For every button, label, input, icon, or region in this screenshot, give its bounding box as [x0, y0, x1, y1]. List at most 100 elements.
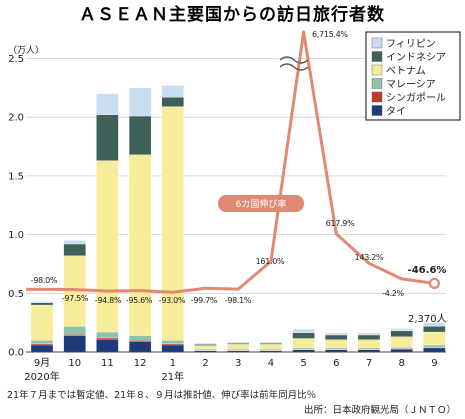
bar-segment [96, 331, 119, 339]
bar-segment [423, 331, 446, 346]
bar-segment [96, 337, 119, 340]
bar-segment [292, 347, 315, 350]
growth-callout-label: 6カ国伸び率 [236, 198, 287, 210]
y-tick-labels: 0.0 0.5 1.0 1.5 2.0 2.5 [8, 54, 24, 359]
growth-rate-label: -94.8% [95, 296, 122, 305]
x-tick-label: 11 [101, 358, 114, 369]
growth-rate-label: -4.2% [382, 289, 404, 298]
y-tick-label: 1.5 [8, 171, 24, 182]
bar-segment [161, 340, 184, 344]
bar-segment [63, 240, 86, 245]
bar-segment [30, 304, 54, 341]
growth-rate-label: -99.7% [191, 296, 218, 305]
growth-rate-label: -97.5% [62, 294, 89, 303]
y-tick-label: 0.5 [8, 289, 24, 300]
note-line-1: 21年７月までは暫定値、21年８、９月は推計値、伸び率は前年同月比％ [7, 389, 316, 401]
growth-rate-label: -95.6% [126, 296, 153, 305]
bar-segment [30, 343, 54, 346]
axis-break-icon [279, 56, 309, 71]
bar-segment [292, 332, 315, 339]
stacked-bars [30, 85, 446, 353]
legend-label: フィリピン [386, 38, 436, 50]
legend-label: マレーシア [386, 80, 436, 91]
y-unit-label: （万人） [8, 45, 44, 56]
bar-segment [161, 97, 184, 107]
x-tick-label: 8 [399, 358, 405, 369]
x-tick-label: 9 [431, 358, 437, 369]
legend-label: ベトナム [386, 65, 426, 77]
bar-segment [194, 343, 217, 345]
bar-segment [30, 301, 54, 303]
bar-segment [63, 326, 86, 335]
x-tick-label: 7 [366, 358, 372, 369]
growth-rate-label: 617.9% [326, 219, 355, 228]
legend-swatch [371, 37, 383, 49]
bar-segment [161, 85, 184, 98]
bar-segment [161, 106, 184, 341]
bar-segment [96, 114, 119, 161]
bar-segment [128, 340, 152, 342]
y-tick-label: 0.0 [8, 348, 24, 359]
bar-segment [357, 334, 381, 340]
y-tick-label: 1.0 [8, 230, 24, 241]
growth-rate-label: -46.6% [408, 265, 447, 276]
growth-rate-label: -93.0% [159, 296, 186, 305]
bar-segment [292, 338, 315, 349]
x-tick-label: 9月 [34, 357, 50, 369]
bar-segment [30, 340, 54, 344]
bar-segment [325, 334, 348, 340]
legend-swatch [371, 91, 383, 103]
bar-segment [194, 344, 217, 346]
growth-rate-label: -98.0% [31, 276, 58, 285]
bar-segment [96, 93, 119, 115]
bar-segment [390, 347, 413, 349]
bar-segment [390, 336, 413, 348]
x-tick-label: 2 [202, 358, 208, 369]
bar-segment [96, 338, 119, 353]
legend-swatch [371, 78, 383, 89]
note-line-2: 出所：日本政府観光局（ＪＮＴＯ） [304, 404, 456, 416]
bar-segment [30, 302, 54, 306]
bar-segment [128, 341, 152, 353]
bar-segment [128, 154, 152, 336]
growth-callout-box [218, 195, 304, 212]
x-year-label: 2020年 [24, 370, 59, 383]
y-tick-label: 2.0 [8, 113, 24, 124]
legend-swatch [371, 64, 383, 76]
bar-segment [292, 328, 315, 333]
bar-segment [390, 330, 413, 337]
bar-segment [227, 343, 250, 345]
bar-segment [423, 322, 446, 327]
bar-segment [194, 348, 217, 351]
legend-swatch [371, 51, 383, 62]
bar-segment [161, 343, 184, 346]
x-tick-label: 10 [68, 358, 81, 369]
bar-segment [194, 345, 217, 350]
growth-rate-label: 6,715.4% [312, 30, 348, 39]
x-year-label: 21年 [161, 370, 184, 383]
bar-segment [161, 344, 184, 353]
bar-segment [357, 332, 381, 336]
growth-line-path [25, 30, 435, 294]
bar-segment [390, 328, 413, 332]
bar-segment [423, 347, 446, 353]
bar-segment [128, 335, 152, 341]
growth-rate-line: -98.0% -97.5% -94.8% -95.6% -93.0% -99.7% -98.… [25, 30, 447, 305]
bar-segment [357, 347, 381, 350]
bar-segment [30, 344, 54, 353]
bar-segment [96, 160, 119, 333]
bar-segment [325, 339, 348, 349]
legend-label: シンガポール [386, 92, 446, 104]
growth-rate-label: 161.0% [256, 257, 285, 266]
x-tick-label: 4 [268, 358, 274, 369]
growth-rate-label: -98.1% [225, 296, 252, 305]
final-total-label: 2,370人 [408, 313, 447, 325]
x-tick-label: 6 [333, 358, 339, 369]
growth-rate-label: 143.2% [355, 253, 384, 262]
bar-segment [63, 335, 86, 353]
bar-segment [227, 348, 250, 351]
bar-segment [63, 334, 86, 336]
